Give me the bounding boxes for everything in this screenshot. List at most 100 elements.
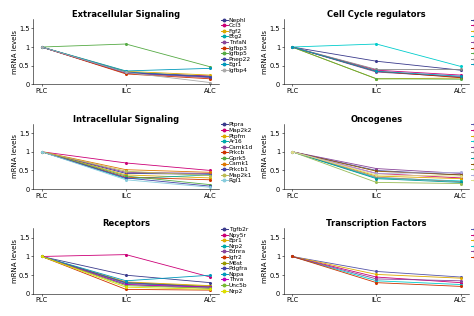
Jun [289,150,295,154]
Tgfb2r [208,281,213,284]
Cdc25b [374,70,379,74]
Pnep22 [208,75,213,79]
Nrp2 [208,288,213,291]
Egr1 [39,45,45,49]
Btg2 [123,70,129,74]
Cun1 [289,150,295,154]
Title: Transcription Factors: Transcription Factors [326,219,427,228]
Ptpfm [208,176,213,180]
Ar16 [123,177,129,180]
Nephl [123,70,129,74]
Kit [374,180,379,184]
Rel [289,255,295,258]
Camk1d [208,172,213,175]
Akt2 [289,150,295,154]
Nrp2 [123,282,129,285]
Ccnb1 [458,77,464,81]
Pcna [458,68,464,72]
Rel [458,279,464,283]
Igfbp5 [123,42,129,46]
Tgfb2r [123,273,129,277]
Line: TnfaN: TnfaN [41,46,211,78]
Ccl3 [39,45,45,49]
Line: M6st: M6st [41,256,211,287]
Igfbp5 [208,65,213,69]
Igfr2 [208,288,213,292]
Cdc20 [289,45,295,49]
Fgf2 [39,45,45,49]
Line: Irf1: Irf1 [292,256,462,278]
Cdk4 [374,70,379,73]
Mecp2 [458,276,464,280]
Ar16 [208,173,213,177]
Line: Ptpra: Ptpra [41,151,211,175]
Line: Neo1: Neo1 [292,151,462,183]
Map2k1 [39,150,45,154]
Igfbp3 [39,45,45,49]
Ptpra [208,172,213,176]
Ccnd2 [289,45,295,49]
Hdh [458,64,464,68]
Pcna [289,45,295,49]
Prkcb1 [39,150,45,154]
Ccnd2 [374,68,379,72]
Prkcb [123,175,129,179]
Rel [374,277,379,281]
Cdk4 [289,45,295,49]
Thva [123,283,129,286]
Camk1 [208,170,213,174]
Akt2 [374,172,379,175]
Line: Map2k2: Map2k2 [41,151,211,171]
Title: Cell Cycle regulators: Cell Cycle regulators [327,10,426,19]
Raf1 [458,173,464,177]
Line: Rb: Rb [292,151,462,177]
Ptpra [123,172,129,175]
Line: Npy5r: Npy5r [41,254,211,278]
Mxi1 [458,283,464,286]
Igfbp3 [123,72,129,76]
Fos [289,150,295,154]
Line: Nmyc1: Nmyc1 [292,151,462,182]
Y-axis label: mRNA levels: mRNA levels [262,239,268,283]
Egr1 [374,281,379,284]
Legend: Irf1, Idb1, Mecp2, Mxi1, Rel, Egr1: Irf1, Idb1, Mecp2, Mxi1, Rel, Egr1 [471,227,474,260]
Y-axis label: mRNA levels: mRNA levels [262,30,268,74]
Line: Mecp2: Mecp2 [292,256,462,279]
Line: Nppa: Nppa [41,256,211,282]
Line: Unc5b: Unc5b [41,256,211,289]
Title: Extracellular Signaling: Extracellular Signaling [72,10,180,19]
Rgl1 [123,178,129,182]
Rad21o [458,76,464,80]
Line: Pcna: Pcna [292,46,462,71]
Line: Ptpfm: Ptpfm [41,151,211,179]
Ednra [39,255,45,258]
Rgl1 [39,150,45,154]
Line: Pdgfra: Pdgfra [41,256,211,288]
Fgf2 [208,73,213,77]
TnfaN [39,45,45,49]
Line: Hdh: Hdh [292,43,462,67]
Bpr1 [208,284,213,288]
TnfaN [208,76,213,80]
Ets1 [458,176,464,180]
Ccnc [289,45,295,49]
Igfr2 [39,255,45,258]
Y-axis label: mRNA levels: mRNA levels [12,30,18,74]
Line: Camk1d: Camk1d [41,151,211,174]
Prkcb [39,150,45,154]
Line: Rgl1: Rgl1 [41,151,211,188]
Legend: Raf1, Ets1, Jun, Nmyc1, Btg1, Neo1, Cun1, Fos, Kit, Akt2, Rb: Raf1, Ets1, Jun, Nmyc1, Btg1, Neo1, Cun1… [471,122,474,183]
Cdc25b [289,45,295,49]
Unc5b [208,286,213,290]
Igfbp4 [39,45,45,49]
Title: Receptors: Receptors [102,219,150,228]
Rb [289,150,295,154]
Nppa [208,273,213,277]
Camk1 [123,168,129,172]
Idb1 [458,281,464,284]
Igfbp5 [39,45,45,49]
Line: Egr1: Egr1 [292,256,462,287]
Pnep22 [39,45,45,49]
Mxi1 [374,279,379,283]
Ednra [123,283,129,286]
